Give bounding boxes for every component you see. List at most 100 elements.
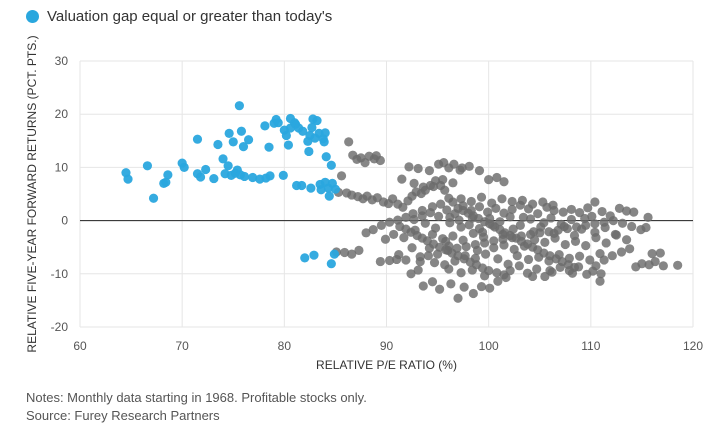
- data-point: [466, 205, 476, 216]
- data-point: [278, 170, 288, 180]
- data-point: [533, 209, 543, 219]
- data-point: [441, 236, 451, 246]
- data-point: [476, 192, 487, 202]
- data-point: [430, 223, 441, 233]
- data-point: [460, 251, 470, 261]
- data-point: [123, 174, 133, 184]
- data-point: [477, 227, 488, 237]
- data-point: [434, 211, 444, 221]
- scatter-chart: 60 70 80 90 100 110 120 -20 -10 0 10 20 30 RELATIVE …: [25, 35, 703, 372]
- data-point: [643, 212, 653, 223]
- y-tick-label: 0: [61, 214, 68, 228]
- data-point: [492, 172, 502, 183]
- data-point: [142, 161, 153, 171]
- data-point: [450, 256, 460, 266]
- data-point: [637, 259, 647, 269]
- data-point: [539, 218, 549, 228]
- data-point: [324, 191, 334, 201]
- data-point: [429, 258, 440, 268]
- data-point: [468, 288, 478, 299]
- data-point: [320, 128, 330, 138]
- data-point: [260, 121, 270, 131]
- data-point: [607, 251, 617, 261]
- data-point: [529, 227, 539, 237]
- data-point: [368, 225, 378, 235]
- data-point: [532, 264, 542, 274]
- data-point: [413, 163, 423, 174]
- data-point: [485, 213, 495, 224]
- data-point: [224, 128, 234, 138]
- data-point: [273, 118, 283, 128]
- data-point: [474, 165, 485, 176]
- data-point: [505, 212, 515, 222]
- data-point: [406, 269, 416, 279]
- data-point: [389, 229, 399, 240]
- data-point: [596, 269, 606, 279]
- data-point: [306, 183, 316, 193]
- data-point: [587, 211, 597, 221]
- data-point: [479, 271, 490, 281]
- data-point: [518, 212, 529, 223]
- data-point: [517, 195, 527, 205]
- data-point: [548, 200, 558, 210]
- data-point: [610, 229, 620, 240]
- data-point: [488, 220, 498, 230]
- data-point: [512, 251, 522, 261]
- notes-text: Notes: Monthly data starting in 1968. Pr…: [26, 390, 367, 405]
- data-point: [407, 243, 417, 253]
- data-point: [444, 264, 454, 274]
- data-point: [616, 247, 627, 257]
- data-point: [236, 126, 247, 136]
- data-point: [514, 261, 524, 271]
- data-point: [621, 235, 632, 245]
- data-point: [454, 215, 464, 225]
- data-point: [601, 238, 611, 248]
- data-point: [627, 221, 637, 232]
- gridlines: [79, 60, 694, 328]
- data-point: [312, 115, 322, 126]
- data-point: [304, 146, 314, 157]
- data-point: [399, 233, 409, 243]
- data-point: [498, 229, 508, 240]
- data-point: [591, 261, 601, 271]
- data-point: [415, 252, 425, 262]
- data-point: [316, 185, 326, 195]
- data-point: [574, 251, 585, 261]
- data-point: [265, 171, 275, 181]
- data-point: [404, 162, 414, 172]
- data-point: [474, 202, 485, 212]
- data-point: [567, 268, 578, 278]
- data-point: [418, 281, 428, 291]
- data-point: [492, 268, 502, 278]
- data-point: [445, 212, 455, 223]
- data-point: [283, 140, 294, 150]
- data-point: [201, 164, 211, 175]
- data-point: [597, 206, 607, 217]
- data-point: [309, 250, 319, 260]
- data-point: [554, 250, 564, 260]
- data-point: [410, 225, 420, 235]
- data-point: [456, 268, 466, 278]
- data-point: [595, 276, 605, 286]
- data-point: [209, 173, 219, 184]
- data-point: [499, 240, 509, 250]
- x-tick-label: 110: [581, 339, 600, 353]
- data-point: [408, 209, 418, 219]
- data-point: [545, 266, 555, 276]
- data-point: [540, 237, 550, 248]
- y-tick-label: 10: [55, 160, 69, 174]
- data-point: [485, 283, 495, 293]
- data-point: [321, 152, 331, 162]
- data-point: [427, 202, 438, 212]
- data-point: [629, 207, 639, 217]
- data-point: [453, 293, 463, 303]
- data-point: [497, 194, 507, 204]
- data-point: [375, 155, 385, 166]
- data-point: [298, 126, 308, 136]
- data-point: [401, 255, 411, 265]
- data-point: [413, 265, 423, 275]
- data-point: [559, 221, 569, 232]
- data-point: [493, 276, 503, 286]
- data-point: [336, 171, 347, 181]
- data-point: [487, 198, 497, 208]
